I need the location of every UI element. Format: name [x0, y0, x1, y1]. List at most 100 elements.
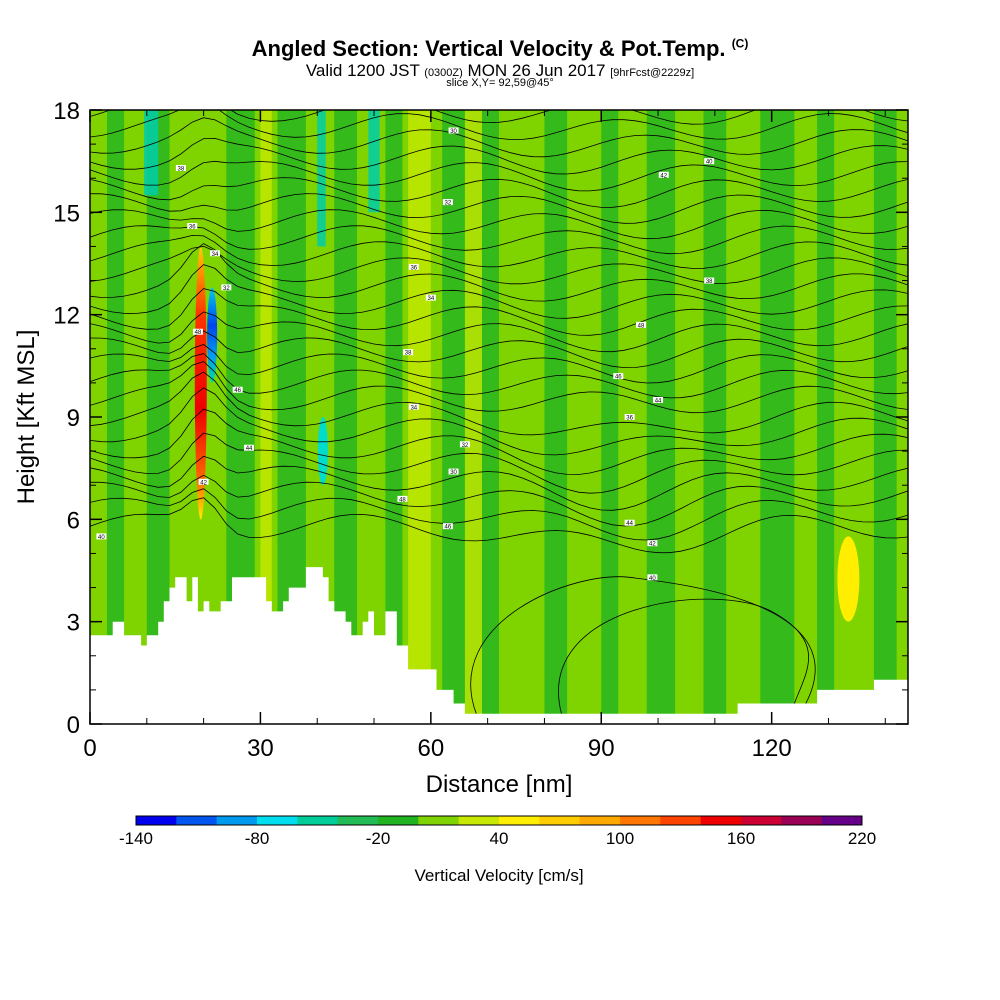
- valid-zulu: (0300Z): [424, 67, 463, 79]
- velocity-band: [703, 110, 727, 724]
- theta-contour-label: 32: [221, 284, 232, 292]
- svg-text:48: 48: [195, 330, 202, 336]
- theta-contour: [90, 110, 908, 140]
- chart-title-text: Angled Section: Vertical Velocity & Pot.…: [251, 36, 726, 61]
- velocity-band: [464, 110, 482, 724]
- theta-contour-label: 42: [198, 478, 209, 486]
- svg-text:36: 36: [626, 416, 633, 422]
- velocity-band: [817, 110, 835, 724]
- valid-date: MON 26 Jun 2017: [467, 61, 606, 80]
- y-tick-label: 0: [67, 712, 80, 739]
- theta-contour-label: 48: [636, 321, 647, 329]
- x-tick-label: 90: [588, 735, 615, 762]
- theta-contour: [90, 371, 908, 436]
- svg-text:40: 40: [649, 576, 656, 582]
- svg-text:32: 32: [445, 201, 452, 207]
- colorbar-swatch: [499, 816, 540, 825]
- chart-title: Angled Section: Vertical Velocity & Pot.…: [0, 36, 1000, 62]
- theta-contour-label: 44: [624, 519, 635, 527]
- x-axis-label: Distance [nm]: [426, 771, 573, 798]
- theta-contour-label: 34: [425, 294, 436, 302]
- svg-text:32: 32: [462, 443, 469, 449]
- svg-text:30: 30: [450, 129, 457, 135]
- theta-contour: [90, 361, 908, 414]
- theta-contour: [90, 288, 908, 336]
- velocity-band: [873, 110, 897, 724]
- theta-contour-label: 40: [96, 533, 107, 541]
- velocity-feature-0: [194, 246, 207, 520]
- svg-text:36: 36: [189, 224, 196, 230]
- theta-contour-label: 44: [244, 444, 255, 452]
- colorbar-swatch: [418, 816, 460, 825]
- downdraft-streak: [143, 110, 159, 196]
- svg-text:34: 34: [427, 296, 434, 302]
- svg-text:44: 44: [655, 398, 662, 404]
- colorbar-swatch: [176, 816, 218, 825]
- y-tick-label: 12: [53, 303, 80, 330]
- colorbar-swatch: [136, 816, 177, 825]
- colorbar-tick-label: 160: [727, 829, 755, 848]
- svg-text:34: 34: [410, 405, 417, 411]
- theta-contour-label: 34: [209, 250, 220, 258]
- theta-contour-label: 34: [408, 403, 419, 411]
- svg-text:38: 38: [405, 351, 412, 357]
- velocity-feature-2: [317, 417, 328, 486]
- velocity-band: [544, 110, 568, 724]
- colorbar-frame: [135, 815, 863, 826]
- theta-contour: [90, 353, 908, 399]
- theta-contour: [90, 243, 908, 302]
- terrain: [90, 567, 908, 724]
- theta-contour-label: 30: [448, 468, 459, 476]
- theta-contour: [90, 408, 908, 475]
- theta-contour: [90, 311, 908, 353]
- svg-text:36: 36: [410, 265, 417, 271]
- svg-text:40: 40: [706, 160, 713, 166]
- svg-text:42: 42: [649, 542, 656, 548]
- theta-contour: [90, 193, 908, 224]
- y-tick-label: 3: [67, 610, 80, 637]
- theta-contour: [90, 225, 908, 255]
- colorbar-tick-label: 40: [490, 829, 509, 848]
- velocity-band: [260, 110, 272, 724]
- velocity-band: [408, 110, 431, 724]
- svg-text:42: 42: [200, 480, 207, 486]
- y-tick-label: 6: [67, 507, 80, 534]
- svg-text:38: 38: [706, 279, 713, 285]
- colorbar-swatch: [700, 816, 742, 825]
- valid-prefix: Valid 1200 JST: [305, 61, 420, 80]
- y-tick-label: 15: [53, 200, 80, 227]
- colorbar-swatch: [337, 816, 379, 825]
- x-tick-label: 0: [83, 735, 96, 762]
- theta-contour: [90, 497, 908, 554]
- theta-contour-label: 32: [459, 441, 470, 449]
- velocity-band: [334, 110, 357, 724]
- x-tick-label: 30: [247, 735, 274, 762]
- theta-contour: [90, 455, 908, 511]
- colorbar-label: Vertical Velocity [cm/s]: [414, 866, 583, 885]
- theta-contour-label: 40: [704, 158, 715, 166]
- svg-text:42: 42: [660, 173, 667, 179]
- y-tick-label: 9: [67, 405, 80, 432]
- theta-contour-label: 42: [658, 171, 669, 179]
- colorbar-swatch: [741, 816, 782, 825]
- velocity-band: [760, 110, 795, 724]
- theta-contour: [90, 474, 908, 527]
- theta-contour-label: 38: [403, 349, 414, 357]
- velocity-band: [601, 110, 619, 724]
- forecast-label: [9hrFcst@2229z]: [610, 67, 695, 79]
- velocity-band: [646, 110, 676, 724]
- theta-contour: [90, 209, 908, 240]
- velocity-feature-3: [837, 536, 860, 622]
- colorbar-swatch: [297, 816, 339, 825]
- svg-text:44: 44: [246, 446, 253, 452]
- chart-subtitle: Valid 1200 JST (0300Z) MON 26 Jun 2017 […: [0, 61, 1000, 81]
- svg-text:30: 30: [450, 470, 457, 476]
- svg-text:46: 46: [234, 388, 241, 394]
- theta-contour: [90, 330, 908, 369]
- svg-text:40: 40: [98, 535, 105, 541]
- theta-contour: [90, 177, 908, 208]
- colorbar-swatch: [378, 816, 419, 825]
- slice-label: slice X,Y= 92,59@45°: [446, 77, 554, 89]
- theta-contour-label: 30: [448, 127, 459, 135]
- theta-contour: [90, 234, 908, 269]
